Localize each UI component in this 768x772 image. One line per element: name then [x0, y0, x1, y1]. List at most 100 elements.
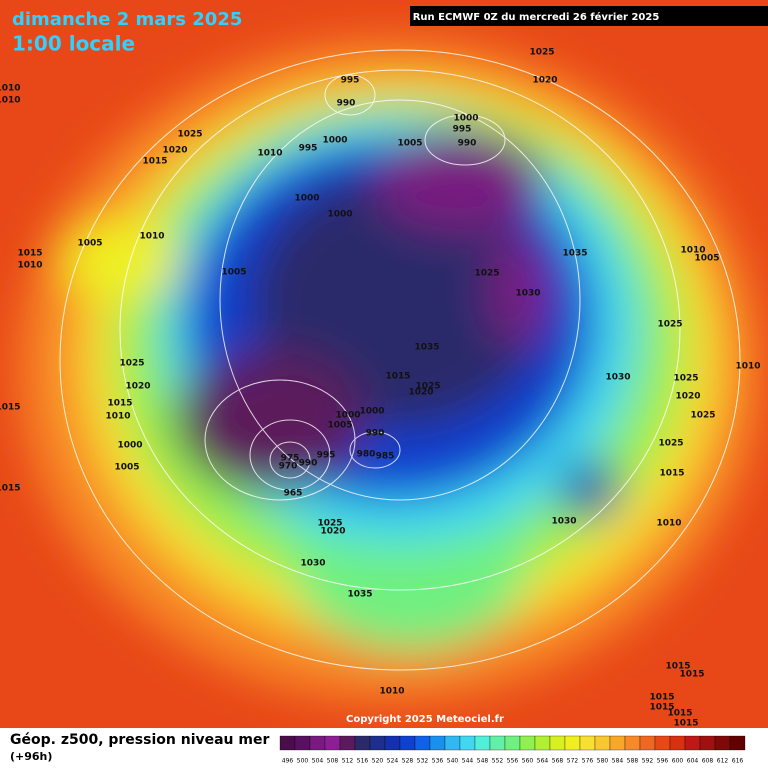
legend-level-label: 532 [417, 758, 429, 765]
legend-level-label: 544 [462, 758, 474, 765]
legend-swatch [714, 735, 731, 751]
isobar-label: 1015 [0, 403, 21, 413]
legend-swatch [474, 735, 491, 751]
isobar-label: 1025 [474, 269, 499, 279]
legend-level-label: 512 [342, 758, 354, 765]
isobar-label: 995 [317, 451, 336, 461]
legend-swatch [549, 735, 566, 751]
legend-swatch [504, 735, 521, 751]
isobar-label: 1010 [139, 232, 164, 242]
legend-level-label: 520 [372, 758, 384, 765]
legend-level-label: 600 [672, 758, 684, 765]
legend-swatch [414, 735, 431, 751]
isobar-label: 1020 [162, 146, 187, 156]
isobar-label: 1030 [551, 517, 576, 527]
legend-level-label: 500 [297, 758, 309, 765]
legend-level-label: 584 [612, 758, 624, 765]
legend-swatch [459, 735, 476, 751]
isobar-label: 990 [458, 139, 477, 149]
legend-swatch [294, 735, 311, 751]
isobar-label: 990 [337, 99, 356, 109]
legend-swatch [429, 735, 446, 751]
isobar-label: 1010 [105, 412, 130, 422]
run-info: Run ECMWF 0Z du mercredi 26 février 2025 [413, 11, 660, 23]
legend-swatch [669, 735, 686, 751]
legend-level-label: 496 [282, 758, 294, 765]
isobar-label: 1005 [77, 239, 102, 249]
isobar-label: 1000 [294, 194, 319, 204]
isobar-label: 1025 [529, 48, 554, 58]
isobar-label: 1015 [0, 484, 21, 494]
legend-swatch [639, 735, 656, 751]
isobar-label: 1010 [0, 96, 21, 106]
isobar-label: 1010 [17, 261, 42, 271]
isobar-label: 1005 [397, 139, 422, 149]
legend-level-label: 592 [642, 758, 654, 765]
isobar-label: 1035 [347, 590, 372, 600]
field [0, 0, 768, 728]
legend-swatch [564, 735, 581, 751]
isobar-label: 1015 [649, 703, 674, 713]
legend-level-label: 588 [627, 758, 639, 765]
legend-level-label: 524 [387, 758, 399, 765]
isobar-label: 1030 [300, 559, 325, 569]
isobar-label: 1015 [665, 662, 690, 672]
isobar-label: 1000 [335, 411, 360, 421]
isobar-label: 1000 [327, 210, 352, 220]
isobar-label: 1000 [322, 136, 347, 146]
isobar-label: 1010 [0, 84, 21, 94]
isobar-label: 1025 [415, 382, 440, 392]
isobar-label: 1015 [673, 719, 698, 729]
legend-level-label: 580 [597, 758, 609, 765]
isobar-label: 1005 [694, 254, 719, 264]
isobar-label: 1030 [605, 373, 630, 383]
legend-level-label: 596 [657, 758, 669, 765]
isobar-label: 1015 [649, 693, 674, 703]
legend-swatch [324, 735, 341, 751]
legend-title: Géop. z500, pression niveau mer [10, 732, 269, 748]
legend-level-label: 556 [507, 758, 519, 765]
isobar-label: 1000 [453, 114, 478, 124]
legend-swatch [624, 735, 641, 751]
legend-level-label: 608 [702, 758, 714, 765]
legend-swatch [519, 735, 536, 751]
isobar-label: 995 [341, 76, 360, 86]
legend-level-label: 508 [327, 758, 339, 765]
legend-level-label: 572 [567, 758, 579, 765]
isobar-label: 1025 [658, 439, 683, 449]
legend-level-label: 612 [717, 758, 729, 765]
isobar-label: 1020 [320, 527, 345, 537]
map-subtitle: 1:00 locale [12, 32, 135, 56]
isobar-label: 1000 [117, 441, 142, 451]
legend-swatch [489, 735, 506, 751]
isobar-label: 1015 [107, 399, 132, 409]
legend-level-label: 528 [402, 758, 414, 765]
legend-swatch [339, 735, 356, 751]
isobar-label: 1015 [17, 249, 42, 259]
isobar-label: 990 [366, 429, 385, 439]
legend-swatch [654, 735, 671, 751]
legend-subtitle: (+96h) [10, 750, 52, 763]
isobar-label: 980 [357, 450, 376, 460]
isobar-label: 1025 [177, 130, 202, 140]
isobar-label: 1015 [667, 709, 692, 719]
isobar-label: 995 [299, 144, 318, 154]
legend-level-label: 540 [447, 758, 459, 765]
legend-swatch [309, 735, 326, 751]
isobar-label: 1010 [735, 362, 760, 372]
isobar-label: 1015 [385, 372, 410, 382]
legend-level-label: 576 [582, 758, 594, 765]
isobar-label: 975 [281, 454, 300, 464]
isobar-label: 1025 [690, 411, 715, 421]
legend-swatch [729, 735, 746, 751]
map-title: dimanche 2 mars 2025 [12, 9, 242, 30]
legend-level-label: 616 [732, 758, 744, 765]
isobar-label: 1020 [125, 382, 150, 392]
isobar-label: 985 [376, 452, 395, 462]
isobar-label: 1015 [142, 157, 167, 167]
legend-swatch [579, 735, 596, 751]
legend-level-label: 548 [477, 758, 489, 765]
isobar-label: 1035 [562, 249, 587, 259]
isobar-label: 1010 [257, 149, 282, 159]
